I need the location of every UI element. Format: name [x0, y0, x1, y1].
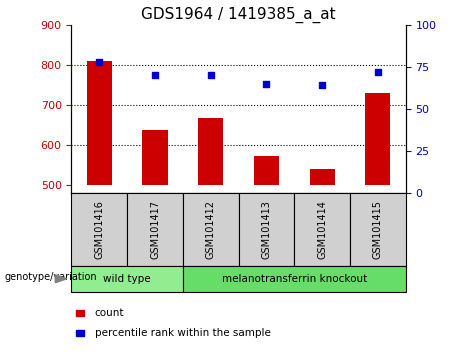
Point [207, 72, 214, 78]
Title: GDS1964 / 1419385_a_at: GDS1964 / 1419385_a_at [141, 7, 336, 23]
Text: GSM101414: GSM101414 [317, 200, 327, 259]
Bar [365, 93, 390, 185]
Text: count: count [95, 308, 124, 318]
Text: genotype/variation: genotype/variation [5, 272, 97, 282]
Bar [198, 118, 223, 185]
Text: GSM101417: GSM101417 [150, 200, 160, 259]
Text: GSM101412: GSM101412 [206, 200, 216, 259]
Point [374, 69, 382, 75]
Bar [254, 156, 279, 185]
Text: percentile rank within the sample: percentile rank within the sample [95, 328, 271, 338]
Text: wild type: wild type [103, 274, 151, 284]
Text: GSM101416: GSM101416 [95, 200, 104, 259]
Point [263, 81, 270, 86]
Text: GSM101415: GSM101415 [373, 200, 383, 259]
Point [151, 72, 159, 78]
Text: GSM101413: GSM101413 [261, 200, 272, 259]
Bar [310, 169, 335, 185]
Bar [142, 130, 167, 185]
Point [95, 59, 103, 64]
Bar [87, 61, 112, 185]
Point [319, 82, 326, 88]
Text: melanotransferrin knockout: melanotransferrin knockout [222, 274, 367, 284]
